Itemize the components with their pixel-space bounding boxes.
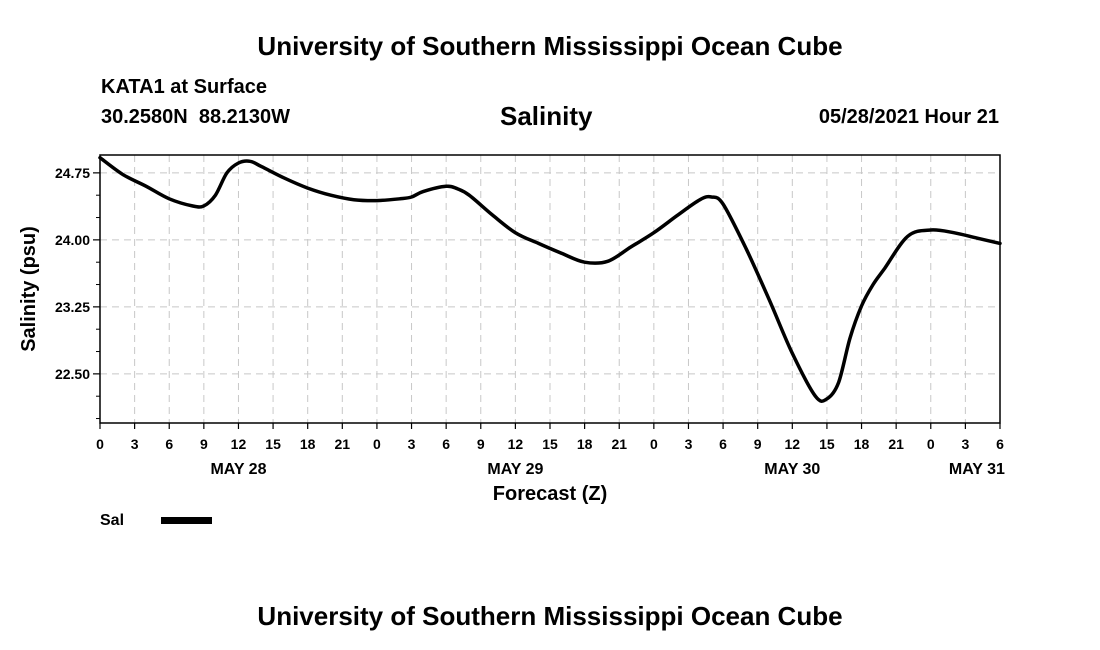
x-tick-label: 0 [650, 436, 658, 452]
x-tick-label: 21 [611, 436, 627, 452]
x-tick-label: 15 [265, 436, 281, 452]
x-tick-label: 0 [373, 436, 381, 452]
x-tick-label: 3 [961, 436, 969, 452]
x-tick-label: 18 [854, 436, 870, 452]
x-tick-label: 18 [300, 436, 316, 452]
legend-label: Sal [100, 512, 124, 529]
x-tick-label: 12 [508, 436, 524, 452]
x-tick-label: 15 [819, 436, 835, 452]
x-tick-label: 3 [408, 436, 416, 452]
y-tick-label: 23.25 [55, 299, 90, 315]
x-tick-label: 6 [996, 436, 1004, 452]
x-tick-label: 21 [888, 436, 904, 452]
footer-title: University of Southern Mississippi Ocean… [257, 601, 843, 631]
x-tick-label: 6 [442, 436, 450, 452]
y-tick-label: 24.00 [55, 232, 90, 248]
chart-title: Salinity [500, 101, 593, 131]
x-day-label: MAY 30 [764, 461, 820, 478]
y-tick-label: 24.75 [55, 165, 90, 181]
axis-ticks [93, 172, 1001, 429]
plot-frame [99, 154, 1001, 424]
station-coordinates: 30.2580N 88.2130W [101, 106, 291, 128]
x-tick-label: 15 [542, 436, 558, 452]
x-day-label: MAY 29 [487, 461, 543, 478]
x-tick-label: 0 [927, 436, 935, 452]
x-tick-label: 9 [200, 436, 208, 452]
legend-line-swatch [161, 517, 212, 524]
x-tick-label: 18 [577, 436, 593, 452]
x-axis-title: Forecast (Z) [493, 483, 607, 505]
x-tick-label: 0 [96, 436, 104, 452]
x-tick-label: 6 [165, 436, 173, 452]
x-tick-label: 9 [477, 436, 485, 452]
x-tick-label: 21 [335, 436, 351, 452]
x-tick-label: 12 [785, 436, 801, 452]
x-day-label: MAY 28 [210, 461, 266, 478]
station-name: KATA1 at Surface [101, 76, 267, 98]
x-day-label: MAY 31 [949, 461, 1005, 478]
y-axis-title: Salinity (psu) [18, 226, 40, 352]
x-tick-label: 6 [719, 436, 727, 452]
axis-labels: 0 3 6 9 12 15 18 21 0 3 6 9 12 15 18 21 0 3 6 9 12 15 18 21 0 3 6 2… [55, 165, 1005, 478]
x-tick-label: 3 [131, 436, 139, 452]
x-tick-label: 3 [685, 436, 693, 452]
y-tick-label: 22.50 [55, 366, 90, 382]
forecast-datetime: 05/28/2021 Hour 21 [818, 106, 999, 128]
header-title: University of Southern Mississippi Ocean… [257, 31, 843, 61]
x-tick-label: 9 [754, 436, 762, 452]
salinity-line [98, 155, 1002, 403]
x-tick-label: 12 [231, 436, 247, 452]
grid-lines [100, 155, 1000, 423]
